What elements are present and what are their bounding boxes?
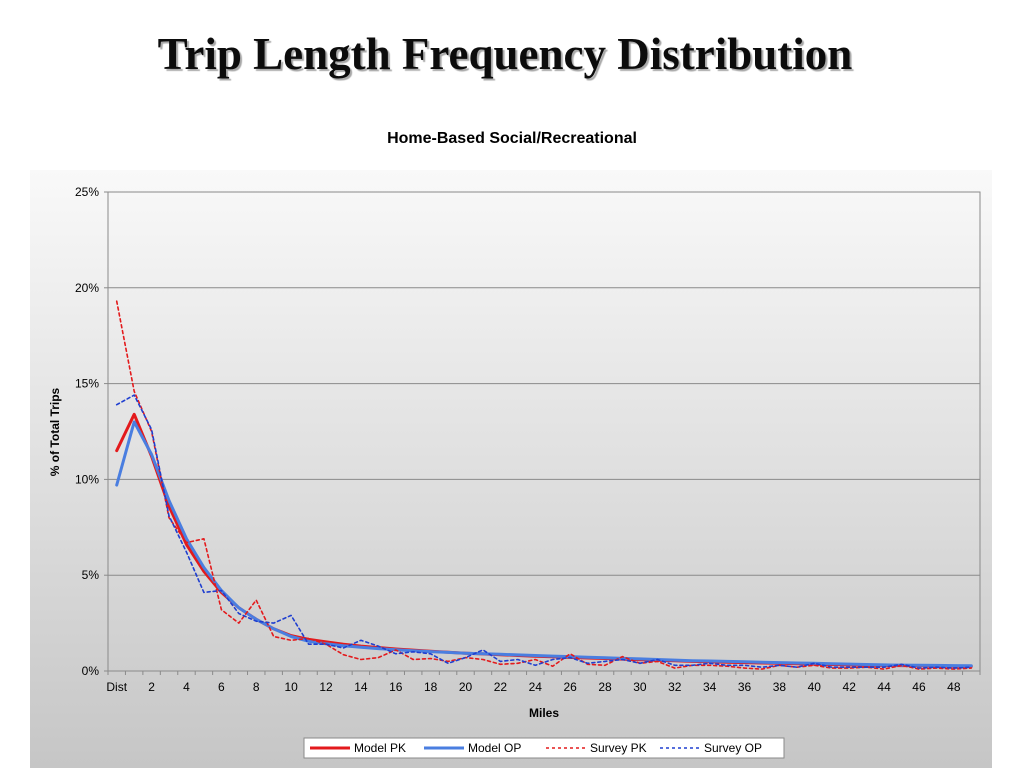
x-tick-label: 30 bbox=[633, 680, 647, 694]
y-tick-label: 0% bbox=[82, 664, 100, 678]
x-tick-label: 32 bbox=[668, 680, 682, 694]
x-tick-label: 20 bbox=[459, 680, 473, 694]
x-tick-label: Dist bbox=[106, 680, 127, 694]
x-tick-label: 28 bbox=[598, 680, 612, 694]
x-tick-label: 34 bbox=[703, 680, 717, 694]
series-line-survey-pk bbox=[115, 300, 973, 670]
x-tick-label: 22 bbox=[494, 680, 508, 694]
y-tick-label: 10% bbox=[75, 472, 99, 486]
x-tick-label: 18 bbox=[424, 680, 438, 694]
x-tick-label: 12 bbox=[319, 680, 333, 694]
legend-label: Model OP bbox=[468, 741, 521, 755]
y-tick-label: 15% bbox=[75, 377, 99, 391]
x-tick-label: 14 bbox=[354, 680, 368, 694]
series-line-survey-op bbox=[115, 394, 973, 669]
x-axis-label: Miles bbox=[529, 706, 559, 720]
y-tick-label: 20% bbox=[75, 281, 99, 295]
legend-label: Survey OP bbox=[704, 741, 762, 755]
series-line-model-op bbox=[115, 420, 973, 668]
x-tick-label: 44 bbox=[877, 680, 891, 694]
x-tick-label: 2 bbox=[148, 680, 155, 694]
chart-area bbox=[30, 170, 992, 768]
legend: Model PK Model OP Survey PK Survey OP bbox=[303, 737, 785, 759]
slide-title: Trip Length Frequency Distribution bbox=[157, 29, 853, 79]
x-tick-label: 10 bbox=[284, 680, 298, 694]
gridlines bbox=[108, 287, 980, 576]
y-tick-label: 5% bbox=[82, 568, 100, 582]
x-tick-label: 26 bbox=[563, 680, 577, 694]
y-tick-label: 25% bbox=[75, 185, 99, 199]
x-tick-label: 40 bbox=[808, 680, 822, 694]
series-lines bbox=[115, 300, 973, 670]
x-tick-label: 46 bbox=[912, 680, 926, 694]
x-tick-label: 6 bbox=[218, 680, 225, 694]
plot-area bbox=[107, 191, 981, 672]
x-tick-label: 8 bbox=[253, 680, 260, 694]
x-tick-label: 24 bbox=[529, 680, 543, 694]
x-tick-label: 36 bbox=[738, 680, 752, 694]
x-axis-ticks: Dist 2 4 6 8 10 12 14 16 18 20 22 24 26 28 30 32 34 36 38 40… bbox=[106, 671, 981, 694]
y-axis-ticks: 0% 5% 10% 15% 20% 25% bbox=[75, 185, 108, 678]
legend-box bbox=[303, 737, 785, 759]
x-tick-label: 38 bbox=[773, 680, 787, 694]
x-tick-label: 4 bbox=[183, 680, 190, 694]
y-axis-label: % of Total Trips bbox=[48, 387, 62, 476]
x-tick-label: 48 bbox=[947, 680, 961, 694]
x-tick-label: 16 bbox=[389, 680, 403, 694]
legend-label: Model PK bbox=[354, 741, 406, 755]
chart-title: Home-Based Social/Recreational bbox=[387, 130, 637, 147]
legend-label: Survey PK bbox=[590, 741, 647, 755]
x-tick-label: 42 bbox=[843, 680, 857, 694]
